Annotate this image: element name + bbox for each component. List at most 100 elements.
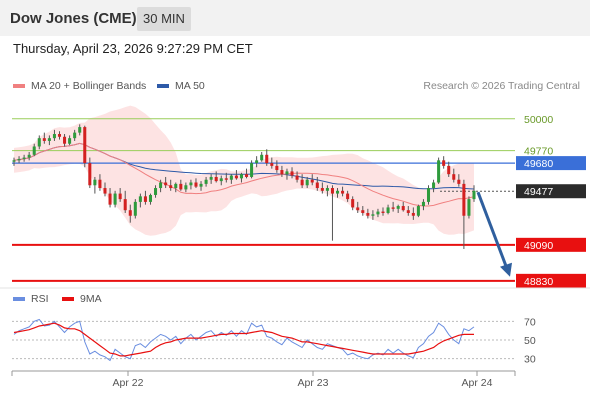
candle-body bbox=[411, 212, 415, 216]
forecast-arrow bbox=[476, 191, 509, 270]
candle-body bbox=[325, 188, 329, 191]
instrument-title: Dow Jones (CME) bbox=[10, 10, 137, 27]
legend-ma20-label: MA 20 + Bollinger Bands bbox=[31, 80, 147, 92]
candle-body bbox=[47, 138, 51, 141]
candle-body bbox=[290, 171, 294, 176]
candle-body bbox=[426, 188, 431, 202]
candle-body bbox=[32, 146, 36, 155]
candle-body bbox=[88, 163, 92, 186]
candle-body bbox=[37, 138, 41, 147]
level-label-50000: 50000 bbox=[524, 114, 553, 126]
chart-header: Dow Jones (CME) 30 MIN bbox=[0, 0, 590, 36]
candle-body bbox=[457, 179, 461, 184]
legend-ma50: MA 50 bbox=[157, 80, 205, 92]
candle-body bbox=[68, 138, 72, 144]
candle-body bbox=[123, 199, 127, 211]
legend-ma50-label: MA 50 bbox=[175, 80, 205, 92]
level-label-49477: 49477 bbox=[524, 186, 553, 198]
candle-body bbox=[93, 179, 97, 186]
candle-body bbox=[255, 160, 259, 164]
candle-body bbox=[27, 154, 31, 158]
x-tick-label: Apr 22 bbox=[113, 377, 144, 389]
ma50-swatch-icon bbox=[157, 84, 169, 88]
candle-body bbox=[219, 178, 223, 182]
candle-body bbox=[310, 179, 314, 183]
level-box-49680 bbox=[516, 156, 586, 171]
candle-body bbox=[351, 199, 355, 208]
candle-body bbox=[224, 178, 228, 180]
candle-body bbox=[300, 179, 304, 186]
candle-body bbox=[169, 185, 173, 189]
candle-body bbox=[164, 182, 168, 186]
x-tick-label: Apr 24 bbox=[462, 377, 493, 389]
candle-body bbox=[214, 176, 218, 182]
candle-body bbox=[57, 134, 62, 137]
candle-body bbox=[432, 182, 436, 189]
candle-body bbox=[442, 160, 446, 166]
candle-body bbox=[209, 176, 213, 180]
candle-body bbox=[270, 163, 274, 166]
candle-body bbox=[12, 160, 16, 162]
candle-body bbox=[108, 193, 112, 205]
candle-body bbox=[234, 175, 238, 179]
candle-body bbox=[315, 182, 319, 189]
candle-body bbox=[452, 174, 456, 180]
candle-body bbox=[406, 210, 410, 213]
candle-body bbox=[63, 136, 67, 144]
candle-body bbox=[346, 193, 350, 200]
candle-body bbox=[467, 199, 471, 216]
candle-body bbox=[437, 160, 441, 183]
x-tick-label: Apr 23 bbox=[298, 377, 329, 389]
candle-body bbox=[361, 210, 365, 213]
rsi-swatch-icon bbox=[13, 297, 25, 301]
level-label-49680: 49680 bbox=[524, 158, 553, 170]
legend-ma9-label: 9MA bbox=[80, 293, 102, 305]
candle-body bbox=[103, 188, 107, 194]
candle-body bbox=[386, 207, 390, 213]
candle-body bbox=[275, 165, 279, 171]
candle-body bbox=[401, 206, 405, 211]
candle-body bbox=[83, 127, 87, 164]
candle-body bbox=[280, 170, 284, 175]
candle-body bbox=[128, 210, 132, 216]
candle-body bbox=[78, 127, 82, 133]
candle-body bbox=[416, 206, 420, 216]
ma20-swatch-icon bbox=[13, 84, 25, 88]
candle-body bbox=[305, 179, 309, 186]
candle-body bbox=[184, 185, 188, 190]
candle-body bbox=[336, 190, 340, 194]
candle-body bbox=[391, 207, 395, 209]
candle-body bbox=[285, 171, 289, 175]
candle-body bbox=[98, 179, 102, 189]
candle-body bbox=[356, 207, 360, 211]
legend-rsi: RSI bbox=[13, 293, 49, 305]
candle-body bbox=[462, 183, 466, 216]
rsi-line bbox=[13, 318, 475, 362]
candle-body bbox=[154, 188, 158, 195]
candle-body bbox=[174, 183, 178, 189]
candle-body bbox=[52, 134, 56, 139]
candle-body bbox=[245, 174, 249, 177]
candle-body bbox=[148, 194, 152, 202]
candle-body bbox=[341, 190, 345, 194]
candle-body bbox=[239, 174, 243, 179]
level-label-49090: 49090 bbox=[524, 240, 553, 252]
interval-button[interactable]: 30 MIN bbox=[137, 7, 191, 31]
rsi-tick-50: 50 bbox=[524, 335, 536, 347]
candle-body bbox=[113, 193, 117, 205]
candle-body bbox=[376, 211, 380, 215]
candle-body bbox=[472, 190, 476, 200]
chart-datetime: Thursday, April 23, 2026 9:27:29 PM CET bbox=[13, 41, 253, 56]
candle-body bbox=[73, 132, 77, 139]
ma9-swatch-icon bbox=[62, 297, 74, 301]
legend-ma20: MA 20 + Bollinger Bands bbox=[13, 80, 146, 92]
ma20-line bbox=[13, 142, 475, 207]
candle-body bbox=[366, 212, 370, 216]
candle-body bbox=[143, 196, 147, 202]
rsi-tick-30: 30 bbox=[524, 354, 536, 366]
candle-body bbox=[17, 158, 21, 161]
candle-body bbox=[42, 138, 46, 141]
candle-body bbox=[199, 183, 203, 187]
legend-ma9: 9MA bbox=[62, 293, 102, 305]
